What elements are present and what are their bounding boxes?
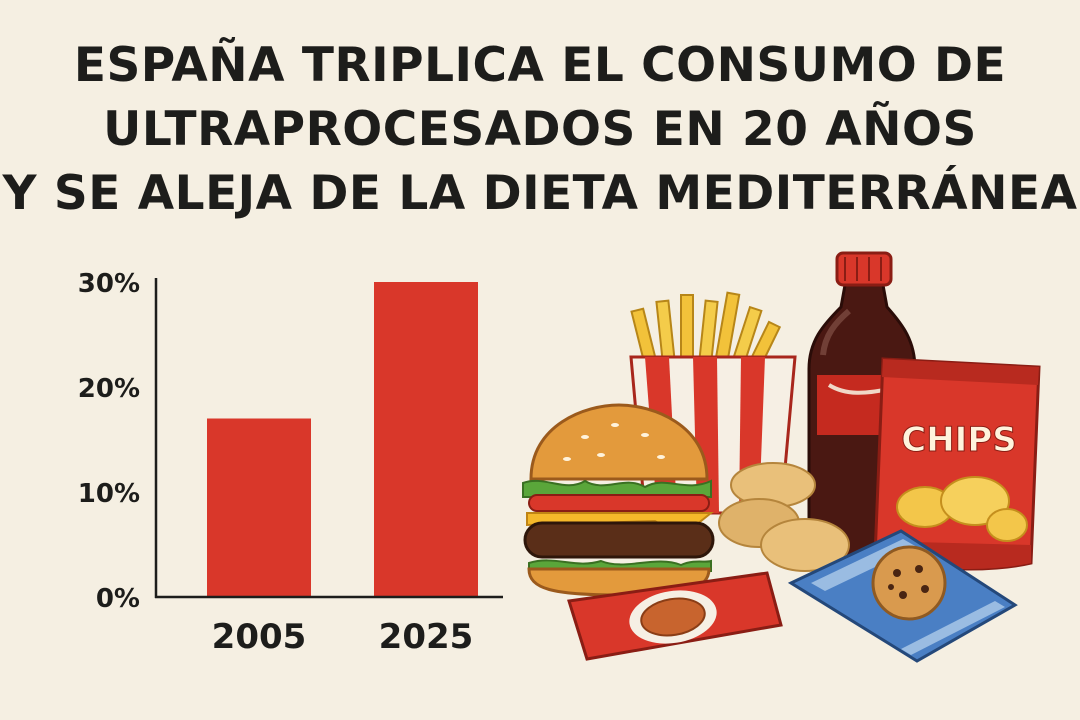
bar-2005 [207, 418, 311, 597]
headline: ESPAÑA TRIPLICA EL CONSUMO DE ULTRAPROCE… [0, 34, 1080, 226]
bar-2025 [374, 282, 478, 597]
snack-wrapper-icon [567, 571, 783, 661]
y-tick-label: 0% [96, 584, 140, 614]
cookie-pack-icon [787, 529, 1018, 663]
burger-icon [522, 403, 715, 597]
headline-line-1: ESPAÑA TRIPLICA EL CONSUMO DE [73, 38, 1007, 93]
y-axis-ticks: 0% 10% 20% 30% [78, 269, 140, 614]
bars [207, 282, 478, 597]
chips-bag-icon: CHIPS [873, 357, 1041, 571]
headline-line-3: Y SE ALEJA DE LA DIETA MEDITERRÁNEA [2, 166, 1078, 221]
x-tick-label-2005: 2005 [212, 617, 307, 657]
junk-food-illustration: CHIPS [522, 251, 1041, 663]
x-axis-labels: 2005 2025 [212, 617, 474, 657]
loose-chips-icon [718, 462, 850, 572]
bar-chart: 0% 10% 20% 30% 2005 2025 [78, 269, 503, 657]
chips-bag-label: CHIPS [901, 420, 1016, 460]
x-tick-label-2025: 2025 [379, 617, 474, 657]
headline-line-2: ULTRAPROCESADOS EN 20 AÑOS [103, 102, 977, 157]
y-tick-label: 30% [78, 269, 140, 299]
y-tick-label: 20% [78, 374, 140, 404]
y-tick-label: 10% [78, 479, 140, 509]
